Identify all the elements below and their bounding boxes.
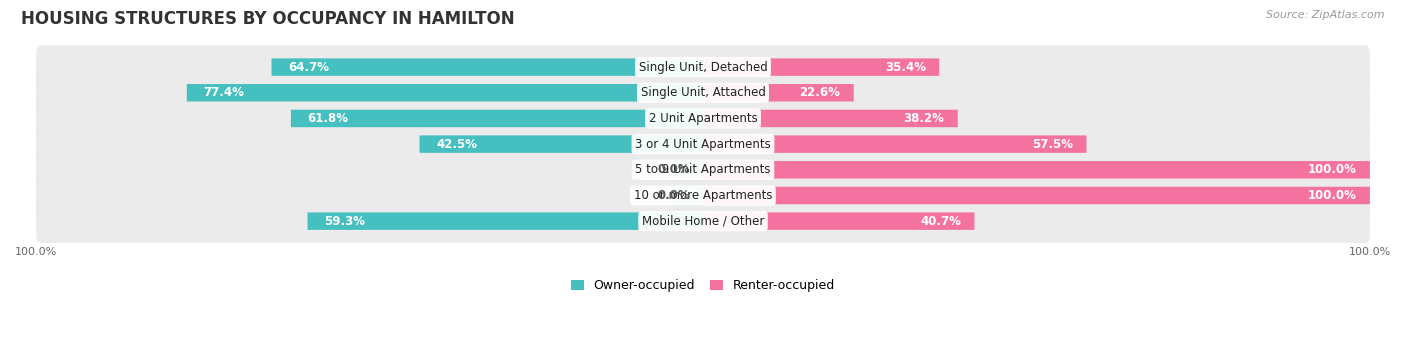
Text: 77.4%: 77.4%	[204, 86, 245, 99]
FancyBboxPatch shape	[308, 212, 703, 230]
FancyBboxPatch shape	[37, 71, 1369, 114]
Text: 22.6%: 22.6%	[800, 86, 841, 99]
Text: 10 or more Apartments: 10 or more Apartments	[634, 189, 772, 202]
FancyBboxPatch shape	[271, 58, 703, 76]
FancyBboxPatch shape	[703, 212, 974, 230]
Text: 3 or 4 Unit Apartments: 3 or 4 Unit Apartments	[636, 138, 770, 151]
Text: 5 to 9 Unit Apartments: 5 to 9 Unit Apartments	[636, 163, 770, 176]
FancyBboxPatch shape	[703, 110, 957, 127]
FancyBboxPatch shape	[37, 97, 1369, 140]
FancyBboxPatch shape	[703, 84, 853, 102]
Text: 2 Unit Apartments: 2 Unit Apartments	[648, 112, 758, 125]
Text: Mobile Home / Other: Mobile Home / Other	[641, 214, 765, 228]
Text: 61.8%: 61.8%	[308, 112, 349, 125]
Text: 35.4%: 35.4%	[884, 61, 925, 74]
Text: HOUSING STRUCTURES BY OCCUPANCY IN HAMILTON: HOUSING STRUCTURES BY OCCUPANCY IN HAMIL…	[21, 10, 515, 28]
FancyBboxPatch shape	[703, 161, 1369, 179]
FancyBboxPatch shape	[37, 199, 1369, 243]
Text: 64.7%: 64.7%	[288, 61, 329, 74]
Legend: Owner-occupied, Renter-occupied: Owner-occupied, Renter-occupied	[571, 279, 835, 292]
FancyBboxPatch shape	[703, 135, 1087, 153]
Text: Single Unit, Attached: Single Unit, Attached	[641, 86, 765, 99]
Text: 100.0%: 100.0%	[1308, 163, 1357, 176]
Text: 40.7%: 40.7%	[920, 214, 962, 228]
FancyBboxPatch shape	[669, 161, 703, 179]
FancyBboxPatch shape	[419, 135, 703, 153]
FancyBboxPatch shape	[37, 122, 1369, 166]
Text: 0.0%: 0.0%	[657, 189, 690, 202]
FancyBboxPatch shape	[669, 187, 703, 204]
FancyBboxPatch shape	[703, 187, 1369, 204]
FancyBboxPatch shape	[291, 110, 703, 127]
Text: 57.5%: 57.5%	[1032, 138, 1073, 151]
Text: 42.5%: 42.5%	[436, 138, 477, 151]
FancyBboxPatch shape	[187, 84, 703, 102]
Text: 38.2%: 38.2%	[904, 112, 945, 125]
Text: Source: ZipAtlas.com: Source: ZipAtlas.com	[1267, 10, 1385, 20]
Text: 100.0%: 100.0%	[1308, 189, 1357, 202]
FancyBboxPatch shape	[37, 174, 1369, 217]
Text: 59.3%: 59.3%	[325, 214, 366, 228]
FancyBboxPatch shape	[37, 148, 1369, 191]
Text: 0.0%: 0.0%	[657, 163, 690, 176]
Text: Single Unit, Detached: Single Unit, Detached	[638, 61, 768, 74]
FancyBboxPatch shape	[37, 46, 1369, 89]
FancyBboxPatch shape	[703, 58, 939, 76]
